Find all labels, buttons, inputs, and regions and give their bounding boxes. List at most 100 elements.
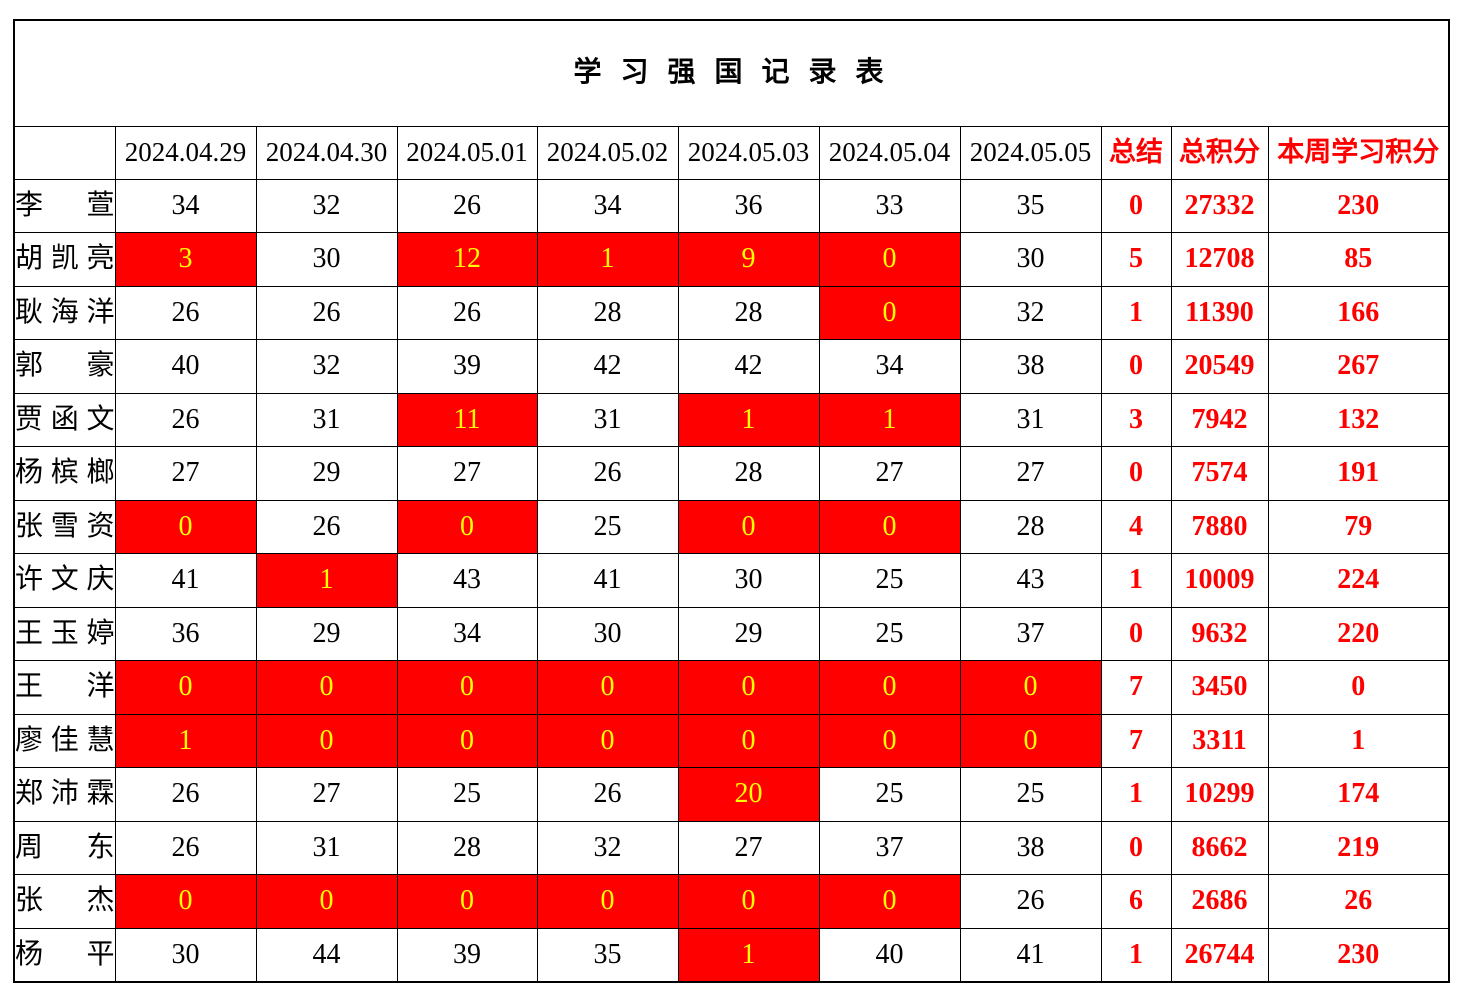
daily-score-cell: 35	[536, 927, 679, 982]
daily-score-cell: 30	[255, 232, 398, 287]
daily-score-cell: 29	[255, 446, 398, 501]
header-row: 2024.04.29 2024.04.30 2024.05.01 2024.05…	[13, 125, 1450, 180]
week-score-cell: 79	[1267, 499, 1450, 554]
daily-score-cell: 32	[255, 339, 398, 394]
summary-count-cell: 1	[1100, 927, 1172, 982]
daily-score-cell: 31	[536, 392, 679, 447]
row-name: 杨平	[13, 927, 116, 982]
daily-score-cell: 20	[677, 767, 820, 822]
daily-score-cell: 0	[114, 874, 257, 929]
daily-score-cell: 27	[114, 446, 257, 501]
daily-score-cell: 1	[677, 927, 820, 982]
daily-score-cell: 25	[396, 767, 538, 822]
daily-score-cell: 0	[818, 285, 961, 340]
total-score-cell: 26744	[1170, 927, 1269, 982]
page-title: 学 习 强 国 记 录 表	[13, 19, 1450, 127]
daily-score-cell: 0	[396, 874, 538, 929]
daily-score-cell: 0	[677, 660, 820, 715]
summary-count-cell: 0	[1100, 339, 1172, 394]
row-name: 郭豪	[13, 339, 116, 394]
daily-score-cell: 32	[255, 178, 398, 233]
daily-score-cell: 0	[818, 660, 961, 715]
daily-score-cell: 39	[396, 339, 538, 394]
table-row: 廖佳慧 1 0 0 0 0 0 0 7 3311 1	[13, 713, 1450, 768]
daily-score-cell: 41	[114, 553, 257, 608]
summary-count-cell: 3	[1100, 392, 1172, 447]
week-score-header: 本周学习积分	[1267, 125, 1450, 180]
daily-score-cell: 26	[114, 285, 257, 340]
table-row: 贾函文 26 31 11 31 1 1 31 3 7942 132	[13, 392, 1450, 447]
daily-score-cell: 36	[677, 178, 820, 233]
daily-score-cell: 26	[114, 820, 257, 875]
daily-score-cell: 34	[114, 178, 257, 233]
summary-count-cell: 0	[1100, 178, 1172, 233]
daily-score-cell: 36	[114, 606, 257, 661]
daily-score-cell: 28	[536, 285, 679, 340]
row-name: 李萱	[13, 178, 116, 233]
daily-score-cell: 42	[536, 339, 679, 394]
date-header: 2024.05.05	[959, 125, 1102, 180]
total-score-cell: 7880	[1170, 499, 1269, 554]
daily-score-cell: 29	[677, 606, 820, 661]
table-row: 郭豪 40 32 39 42 42 34 38 0 20549 267	[13, 339, 1450, 394]
daily-score-cell: 0	[818, 499, 961, 554]
daily-score-cell: 26	[255, 499, 398, 554]
daily-score-cell: 12	[396, 232, 538, 287]
table-row: 王洋 0 0 0 0 0 0 0 7 3450 0	[13, 660, 1450, 715]
date-header: 2024.05.02	[536, 125, 679, 180]
summary-count-header: 总结	[1100, 125, 1172, 180]
total-score-cell: 20549	[1170, 339, 1269, 394]
row-name: 张雪资	[13, 499, 116, 554]
daily-score-cell: 0	[959, 713, 1102, 768]
week-score-cell: 267	[1267, 339, 1450, 394]
row-name: 廖佳慧	[13, 713, 116, 768]
week-score-cell: 219	[1267, 820, 1450, 875]
date-header: 2024.04.30	[255, 125, 398, 180]
daily-score-cell: 0	[396, 660, 538, 715]
total-score-cell: 2686	[1170, 874, 1269, 929]
week-score-cell: 0	[1267, 660, 1450, 715]
daily-score-cell: 1	[677, 392, 820, 447]
daily-score-cell: 29	[255, 606, 398, 661]
spreadsheet: 学 习 强 国 记 录 表 2024.04.29 2024.04.30 2024…	[13, 19, 1451, 983]
total-score-cell: 7574	[1170, 446, 1269, 501]
daily-score-cell: 0	[536, 660, 679, 715]
daily-score-cell: 26	[114, 767, 257, 822]
date-header: 2024.04.29	[114, 125, 257, 180]
table-row: 耿海洋 26 26 26 28 28 0 32 1 11390 166	[13, 285, 1450, 340]
row-name: 耿海洋	[13, 285, 116, 340]
week-score-cell: 1	[1267, 713, 1450, 768]
daily-score-cell: 30	[114, 927, 257, 982]
table-row: 张雪资 0 26 0 25 0 0 28 4 7880 79	[13, 499, 1450, 554]
table-row: 李萱 34 32 26 34 36 33 35 0 27332 230	[13, 178, 1450, 233]
summary-count-cell: 0	[1100, 606, 1172, 661]
daily-score-cell: 31	[255, 820, 398, 875]
daily-score-cell: 25	[959, 767, 1102, 822]
daily-score-cell: 11	[396, 392, 538, 447]
daily-score-cell: 42	[677, 339, 820, 394]
row-name: 许文庆	[13, 553, 116, 608]
daily-score-cell: 26	[396, 178, 538, 233]
daily-score-cell: 0	[677, 874, 820, 929]
title-row: 学 习 强 国 记 录 表	[13, 19, 1450, 127]
table-row: 许文庆 41 1 43 41 30 25 43 1 10009 224	[13, 553, 1450, 608]
total-score-cell: 8662	[1170, 820, 1269, 875]
total-score-cell: 9632	[1170, 606, 1269, 661]
week-score-cell: 132	[1267, 392, 1450, 447]
daily-score-cell: 3	[114, 232, 257, 287]
daily-score-cell: 26	[959, 874, 1102, 929]
daily-score-cell: 0	[536, 874, 679, 929]
table-row: 胡凯亮 3 30 12 1 9 0 30 5 12708 85	[13, 232, 1450, 287]
daily-score-cell: 0	[818, 232, 961, 287]
total-score-cell: 10009	[1170, 553, 1269, 608]
week-score-cell: 85	[1267, 232, 1450, 287]
daily-score-cell: 38	[959, 339, 1102, 394]
table-row: 杨槟榔 27 29 27 26 28 27 27 0 7574 191	[13, 446, 1450, 501]
daily-score-cell: 25	[818, 767, 961, 822]
summary-count-cell: 7	[1100, 713, 1172, 768]
summary-count-cell: 0	[1100, 446, 1172, 501]
daily-score-cell: 0	[818, 874, 961, 929]
row-name: 贾函文	[13, 392, 116, 447]
daily-score-cell: 27	[396, 446, 538, 501]
total-score-cell: 7942	[1170, 392, 1269, 447]
